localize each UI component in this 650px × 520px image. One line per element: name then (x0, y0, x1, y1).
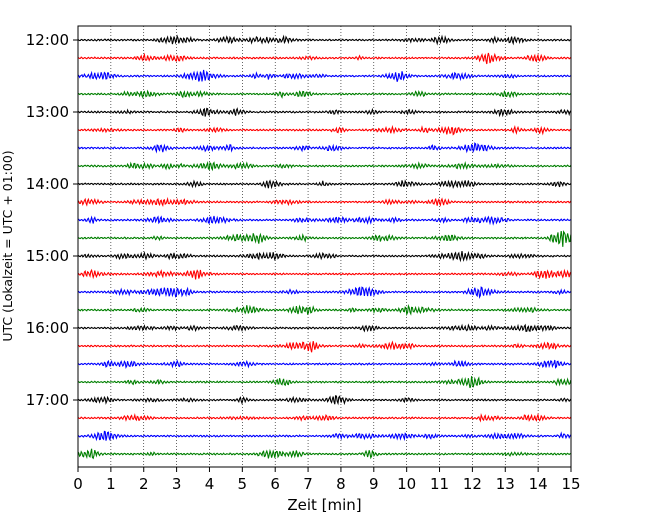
x-axis-label: Zeit [min] (287, 496, 361, 514)
y-tick-label: 14:00 (26, 175, 69, 193)
x-tick-label: 4 (205, 475, 215, 493)
trace-line (77, 160, 572, 172)
x-tick-label: 10 (397, 475, 416, 493)
x-tick-label: 5 (238, 475, 248, 493)
trace-line (77, 215, 572, 226)
x-tick-label: 2 (139, 475, 149, 493)
trace-line (78, 107, 572, 118)
trace-line (77, 124, 572, 136)
trace-line (77, 69, 572, 82)
trace-line (77, 395, 572, 406)
trace-line (77, 230, 572, 247)
trace-line (77, 448, 572, 460)
trace-line (77, 142, 572, 154)
y-tick-label: 12:00 (26, 31, 69, 49)
x-tick-label: 8 (336, 475, 346, 493)
x-tick-label: 12 (463, 475, 482, 493)
trace-line (77, 52, 572, 65)
trace-line (77, 89, 572, 99)
x-tick-label: 6 (270, 475, 280, 493)
y-axis-label: UTC (Lokalzeit = UTC + 01:00) (0, 150, 15, 341)
y-tick-label: 15:00 (26, 247, 69, 265)
trace-line (77, 340, 572, 353)
y-tick-label: 16:00 (26, 319, 69, 337)
y-tick-label: 13:00 (26, 103, 69, 121)
trace-line (77, 430, 572, 442)
trace-line (77, 179, 572, 190)
plot-frame (77, 25, 572, 468)
x-tick-label: 1 (106, 475, 116, 493)
trace-line (77, 286, 572, 300)
trace-line (77, 34, 572, 46)
x-tick-label: 11 (430, 475, 449, 493)
x-tick-label: 15 (561, 475, 580, 493)
trace-line (77, 250, 572, 263)
x-axis-ticks: 0 1 2 3 4 5 6 7 8 9 10 11 12 13 14 15 (73, 467, 581, 493)
x-tick-label: 9 (369, 475, 379, 493)
seismic-traces (77, 34, 572, 460)
x-tick-label: 0 (73, 475, 83, 493)
y-tick-label: 17:00 (26, 391, 69, 409)
trace-line (77, 376, 572, 389)
trace-line (77, 412, 572, 423)
trace-line (77, 268, 572, 280)
x-tick-label: 14 (529, 475, 548, 493)
trace-line (77, 323, 572, 333)
x-tick-label: 13 (496, 475, 515, 493)
trace-line (77, 303, 572, 317)
x-tick-label: 3 (172, 475, 182, 493)
x-tick-label: 7 (303, 475, 313, 493)
trace-line (77, 359, 572, 370)
trace-line (77, 196, 572, 208)
y-axis-ticks: 12:00 13:00 14:00 15:00 16:00 17:00 (26, 31, 78, 409)
